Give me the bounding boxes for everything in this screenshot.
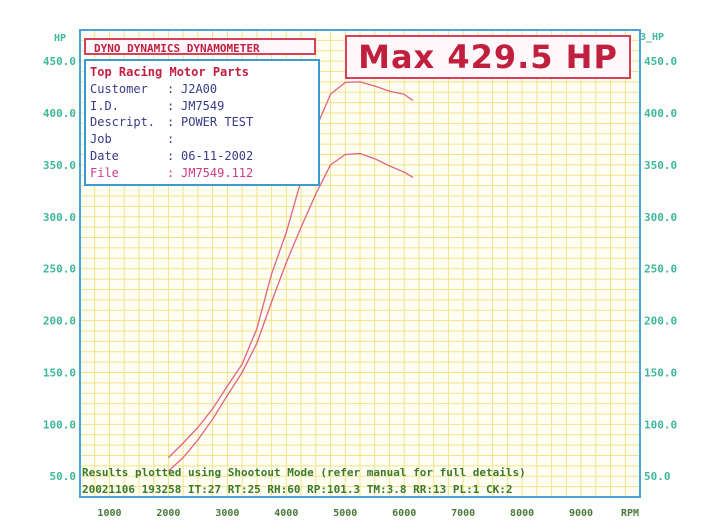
y-tick-label-left: 200.0 xyxy=(43,315,76,328)
info-row-date: Date:06-11-2002 xyxy=(90,148,318,165)
plot-border xyxy=(79,29,641,498)
series-group xyxy=(167,81,414,472)
results-note: Results plotted using Shootout Mode (ref… xyxy=(82,466,526,479)
info-row-customer: Customer: J2A00 xyxy=(90,81,318,98)
x-tick-label: 7000 xyxy=(451,508,475,519)
y-tick-label-right: 100.0 xyxy=(644,418,677,431)
info-key: Descript. xyxy=(90,115,156,130)
info-value: JM7549 xyxy=(181,98,225,113)
y-tick-label-left: 300.0 xyxy=(43,211,76,224)
info-colon: : xyxy=(167,132,175,147)
info-row-descript: Descript.: POWER TEST xyxy=(90,114,318,131)
run-parameters: 20021106 193258 IT:27 RT:25 RH:60 RP:101… xyxy=(82,483,513,496)
max-power-label: Max 429.5 HP xyxy=(358,38,618,76)
company-name: Top Racing Motor Parts xyxy=(90,65,249,79)
y-tick-label-right: 150.0 xyxy=(644,366,677,379)
x-tick-label: 3000 xyxy=(215,508,239,519)
info-colon: : xyxy=(167,98,175,113)
y-tick-label-left: 400.0 xyxy=(43,107,76,120)
y-tick-label-right: 450.0 xyxy=(644,55,677,68)
series-line-2 xyxy=(167,152,414,472)
y-axis-left-ticks: 50.0 100.0 150.0 200.0 250.0 300.0 350.0 400.0 4… xyxy=(43,55,76,483)
info-value: J2A00 xyxy=(181,81,218,96)
y-axis-right-ticks: 50.0 100.0 150.0 200.0 250.0 300.0 350.0 400.0 4… xyxy=(644,55,677,483)
x-tick-label: 6000 xyxy=(392,508,416,519)
info-value: JM7549.112 xyxy=(181,165,254,180)
info-row-file: File: JM7549.112 xyxy=(90,165,318,182)
y-axis-left-unit: HP xyxy=(54,33,66,44)
x-axis-ticks: 1000 2000 3000 4000 5000 6000 7000 8000 9000 RPM xyxy=(97,508,639,519)
x-tick-label: 1000 xyxy=(97,508,121,519)
chart-grid xyxy=(79,29,641,498)
dynamometer-brand: DYNO DYNAMICS DYNAMOMETER xyxy=(94,42,260,55)
chart-frame xyxy=(79,29,641,498)
x-tick-label: 8000 xyxy=(510,508,534,519)
x-axis-label: RPM xyxy=(621,508,639,519)
info-key: Date xyxy=(90,148,119,163)
max-power-box: Max 429.5 HP xyxy=(345,35,631,79)
y-axis-right-unit: 3_HP xyxy=(640,32,664,43)
y-tick-label-right: 300.0 xyxy=(644,211,677,224)
info-key: File xyxy=(90,165,119,180)
y-tick-label-right: 400.0 xyxy=(644,107,677,120)
x-tick-label: 5000 xyxy=(333,508,357,519)
x-tick-label: 2000 xyxy=(156,508,180,519)
info-colon: : xyxy=(167,81,175,96)
y-tick-label-right: 50.0 xyxy=(644,470,671,483)
info-key: Job xyxy=(90,132,112,147)
info-row-id: I.D.: JM7549 xyxy=(90,98,318,115)
series-line-1 xyxy=(167,81,414,459)
y-tick-label-right: 350.0 xyxy=(644,159,677,172)
y-tick-label-right: 200.0 xyxy=(644,315,677,328)
info-colon: : xyxy=(167,115,175,130)
info-colon: : xyxy=(167,148,175,163)
info-value: 06-11-2002 xyxy=(181,148,254,163)
x-tick-label: 9000 xyxy=(569,508,593,519)
info-key: Customer xyxy=(90,81,148,96)
info-value: POWER TEST xyxy=(181,115,254,130)
y-tick-label-right: 250.0 xyxy=(644,263,677,276)
info-colon: : xyxy=(167,165,175,180)
y-tick-label-left: 350.0 xyxy=(43,159,76,172)
run-info-panel: Top Racing Motor Parts Customer: J2A00 I.… xyxy=(84,59,320,186)
y-tick-label-left: 100.0 xyxy=(43,418,76,431)
y-tick-label-left: 150.0 xyxy=(43,366,76,379)
x-tick-label: 4000 xyxy=(274,508,298,519)
y-tick-label-left: 50.0 xyxy=(50,470,77,483)
y-tick-label-left: 250.0 xyxy=(43,263,76,276)
info-key: I.D. xyxy=(90,98,119,113)
info-row-job: Job: xyxy=(90,131,318,148)
dynamometer-brand-box: DYNO DYNAMICS DYNAMOMETER xyxy=(84,38,316,55)
y-tick-label-left: 450.0 xyxy=(43,55,76,68)
